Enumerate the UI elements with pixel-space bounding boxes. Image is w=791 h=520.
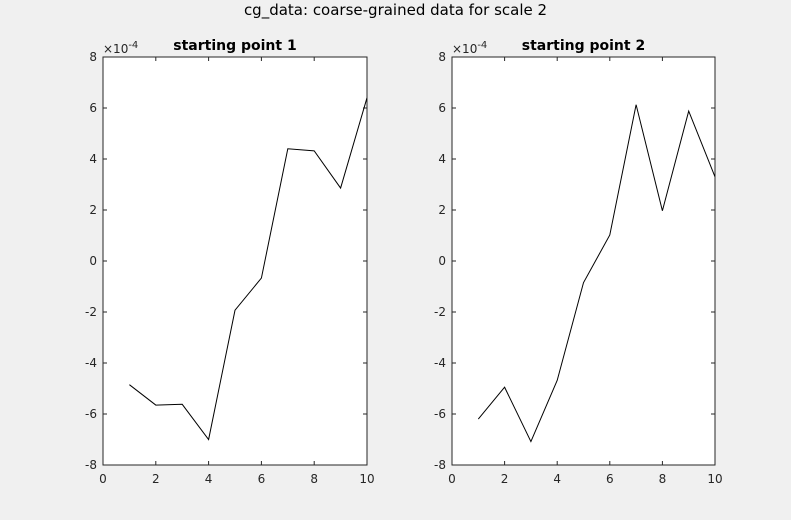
subplot-1-x-tick-label: 10 — [359, 472, 374, 486]
subplot-1-title: starting point 1 — [173, 38, 296, 54]
subplot-2-x-tick-label: 10 — [707, 472, 722, 486]
subplot-1-y-tick-label: 2 — [89, 203, 97, 217]
subplot-1-y-exponent-power: -4 — [128, 40, 138, 51]
subplot-2-y-tick-label: -4 — [434, 356, 446, 370]
subplot-2-y-tick-label: -2 — [434, 305, 446, 319]
subplot-2-x-tick-label: 0 — [448, 472, 456, 486]
subplot-2-title: starting point 2 — [522, 38, 645, 54]
subplot-2-axes-box — [451, 56, 716, 466]
subplot-1-x-tick-label: 4 — [205, 472, 213, 486]
subplot-2-x-tick-label: 4 — [553, 472, 561, 486]
subplot-1-x-tick-label: 8 — [310, 472, 318, 486]
subplot-2-y-tick-label: 6 — [438, 101, 446, 115]
subplot-1-y-tick-label: -2 — [85, 305, 97, 319]
subplot-1: 0 2 4 6 8 10 -8 -6 -4 -2 0 2 4 6 8 ×10-4 starting point … — [85, 38, 375, 486]
subplot-2-y-tick-label: -6 — [434, 407, 446, 421]
subplot-2: 0 2 4 6 8 10 -8 -6 -4 -2 0 2 4 6 8 ×10-4 starting point … — [434, 38, 723, 486]
subplot-2-x-tick-label: 6 — [606, 472, 614, 486]
subplot-2-x-tick-label: 8 — [659, 472, 667, 486]
subplot-2-y-tick-label: 8 — [438, 50, 446, 64]
subplot-1-axes-box — [102, 56, 368, 466]
figure-title: cg_data: coarse-grained data for scale 2 — [243, 1, 548, 19]
subplot-1-y-tick-label: -8 — [85, 458, 97, 472]
subplot-1-x-tick-label: 0 — [99, 472, 107, 486]
subplot-1-y-tick-label: 8 — [89, 50, 97, 64]
subplot-2-y-tick-label: -8 — [434, 458, 446, 472]
subplot-1-x-tick-label: 2 — [152, 472, 160, 486]
subplot-1-series-line — [129, 97, 367, 441]
subplot-2-x-tick-label: 2 — [501, 472, 509, 486]
subplot-2-y-exponent-power: -4 — [477, 40, 487, 51]
subplot-1-y-tick-label: -4 — [85, 356, 97, 370]
subplot-2-series-line — [477, 104, 715, 443]
subplot-1-y-exponent-label: ×10-4 — [103, 40, 138, 56]
subplot-2-y-tick-label: 2 — [438, 203, 446, 217]
subplot-1-y-tick-label: 6 — [89, 101, 97, 115]
subplot-2-y-tick-label: 0 — [438, 254, 446, 268]
subplot-2-y-exponent-label: ×10-4 — [452, 40, 487, 56]
subplot-2-y-tick-label: 4 — [438, 152, 446, 166]
subplot-1-y-tick-label: -6 — [85, 407, 97, 421]
subplot-1-y-tick-label: 0 — [89, 254, 97, 268]
subplot-1-x-tick-label: 6 — [258, 472, 266, 486]
subplot-1-y-tick-label: 4 — [89, 152, 97, 166]
